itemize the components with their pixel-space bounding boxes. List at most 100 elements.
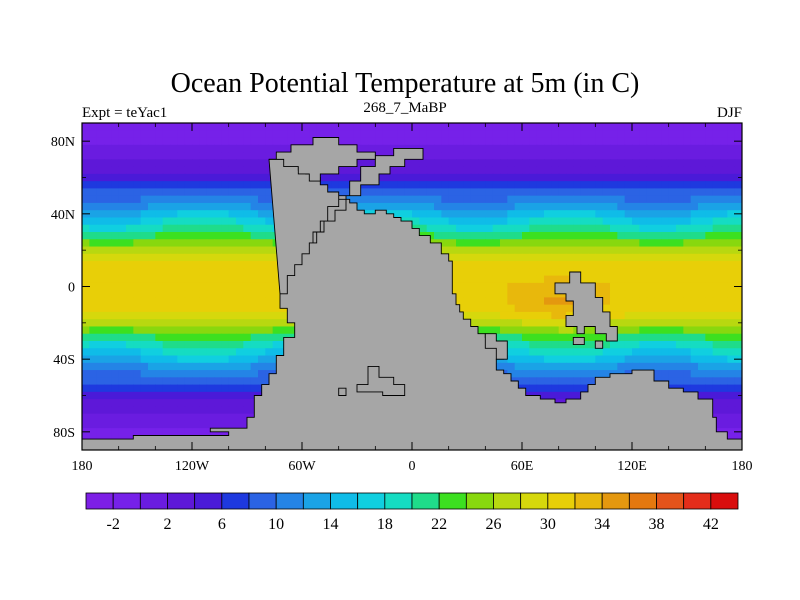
ocean-cell xyxy=(639,246,648,255)
ocean-cell xyxy=(236,137,244,146)
ocean-cell xyxy=(566,391,574,400)
ocean-cell xyxy=(536,355,545,364)
ocean-cell xyxy=(639,202,648,211)
ocean-cell xyxy=(111,130,120,139)
ocean-cell xyxy=(632,144,640,153)
ocean-cell xyxy=(720,181,728,189)
ocean-cell xyxy=(155,275,164,284)
ocean-cell xyxy=(727,224,736,233)
ocean-cell xyxy=(221,261,230,269)
ocean-cell xyxy=(140,268,149,277)
ocean-cell xyxy=(228,246,237,255)
ocean-cell xyxy=(705,348,714,357)
ocean-cell xyxy=(727,195,736,204)
ocean-cell xyxy=(558,275,567,284)
map-plot-area xyxy=(82,123,742,450)
ocean-cell xyxy=(148,406,156,415)
ocean-cell xyxy=(727,130,736,139)
y-tick-label: 80S xyxy=(53,426,75,441)
ocean-cell xyxy=(690,311,699,320)
ocean-cell xyxy=(221,188,230,197)
ocean-cell xyxy=(507,362,516,371)
ocean-cell xyxy=(712,246,721,255)
ocean-cell xyxy=(104,333,112,342)
ocean-cell xyxy=(221,290,230,298)
ocean-cell xyxy=(500,202,508,211)
ocean-cell xyxy=(258,152,266,160)
ocean-cell xyxy=(250,202,259,211)
ocean-cell xyxy=(434,232,442,240)
ocean-cell xyxy=(192,224,200,233)
ocean-cell xyxy=(82,130,90,139)
ocean-cell xyxy=(712,123,721,131)
ocean-cell xyxy=(243,246,252,255)
ocean-cell xyxy=(676,217,684,226)
ocean-cell xyxy=(734,144,742,153)
ocean-cell xyxy=(698,159,706,168)
ocean-cell xyxy=(250,246,259,255)
ocean-cell xyxy=(448,210,457,219)
ocean-cell xyxy=(221,413,230,422)
ocean-cell xyxy=(155,188,164,197)
ocean-cell xyxy=(155,152,164,160)
ocean-cell xyxy=(705,217,714,226)
ocean-cell xyxy=(514,290,523,298)
ocean-cell xyxy=(705,370,714,378)
ocean-cell xyxy=(96,268,105,277)
ocean-cell xyxy=(690,159,699,168)
ocean-cell xyxy=(558,355,567,364)
ocean-cell xyxy=(118,377,127,386)
ocean-cell xyxy=(690,290,699,298)
colorbar-label: 30 xyxy=(540,516,556,533)
ocean-cell xyxy=(258,333,266,342)
ocean-cell xyxy=(632,268,640,277)
ocean-cell xyxy=(228,290,237,298)
colorbar-label: 14 xyxy=(323,516,339,533)
ocean-cell xyxy=(514,123,523,131)
ocean-cell xyxy=(654,311,662,320)
ocean-cell xyxy=(192,391,200,400)
ocean-cell xyxy=(192,232,200,240)
ocean-cell xyxy=(514,210,523,219)
ocean-cell xyxy=(258,224,266,233)
ocean-cell xyxy=(118,246,127,255)
ocean-cell xyxy=(727,217,736,226)
ocean-cell xyxy=(676,268,684,277)
ocean-cell xyxy=(485,144,494,153)
ocean-cell xyxy=(595,275,604,284)
ocean-cell xyxy=(624,188,633,197)
ocean-cell xyxy=(104,428,112,437)
ocean-cell xyxy=(441,152,450,160)
ocean-cell xyxy=(228,137,237,146)
ocean-cell xyxy=(192,377,200,386)
ocean-cell xyxy=(287,123,296,131)
ocean-cell xyxy=(485,152,494,160)
ocean-cell xyxy=(96,232,105,240)
ocean-cell xyxy=(727,268,736,277)
ocean-cell xyxy=(676,377,684,386)
ocean-cell xyxy=(199,224,208,233)
ocean-cell xyxy=(375,137,384,146)
ocean-cell xyxy=(580,224,589,233)
ocean-cell xyxy=(661,217,670,226)
ocean-cell xyxy=(544,362,552,371)
ocean-cell xyxy=(221,144,230,153)
ocean-cell xyxy=(470,188,479,197)
ocean-cell xyxy=(140,355,149,364)
ocean-cell xyxy=(294,123,303,131)
ocean-cell xyxy=(668,253,677,262)
ocean-cell xyxy=(199,123,208,131)
ocean-cell xyxy=(595,268,604,277)
ocean-cell xyxy=(624,181,633,189)
ocean-cell xyxy=(463,304,472,313)
ocean-cell xyxy=(676,261,684,269)
ocean-cell xyxy=(690,181,699,189)
ocean-cell xyxy=(456,144,464,153)
ocean-cell xyxy=(96,210,105,219)
ocean-cell xyxy=(632,195,640,204)
ocean-cell xyxy=(228,166,237,175)
ocean-cell xyxy=(250,253,259,262)
ocean-cell xyxy=(734,377,742,386)
ocean-cell xyxy=(111,261,120,269)
